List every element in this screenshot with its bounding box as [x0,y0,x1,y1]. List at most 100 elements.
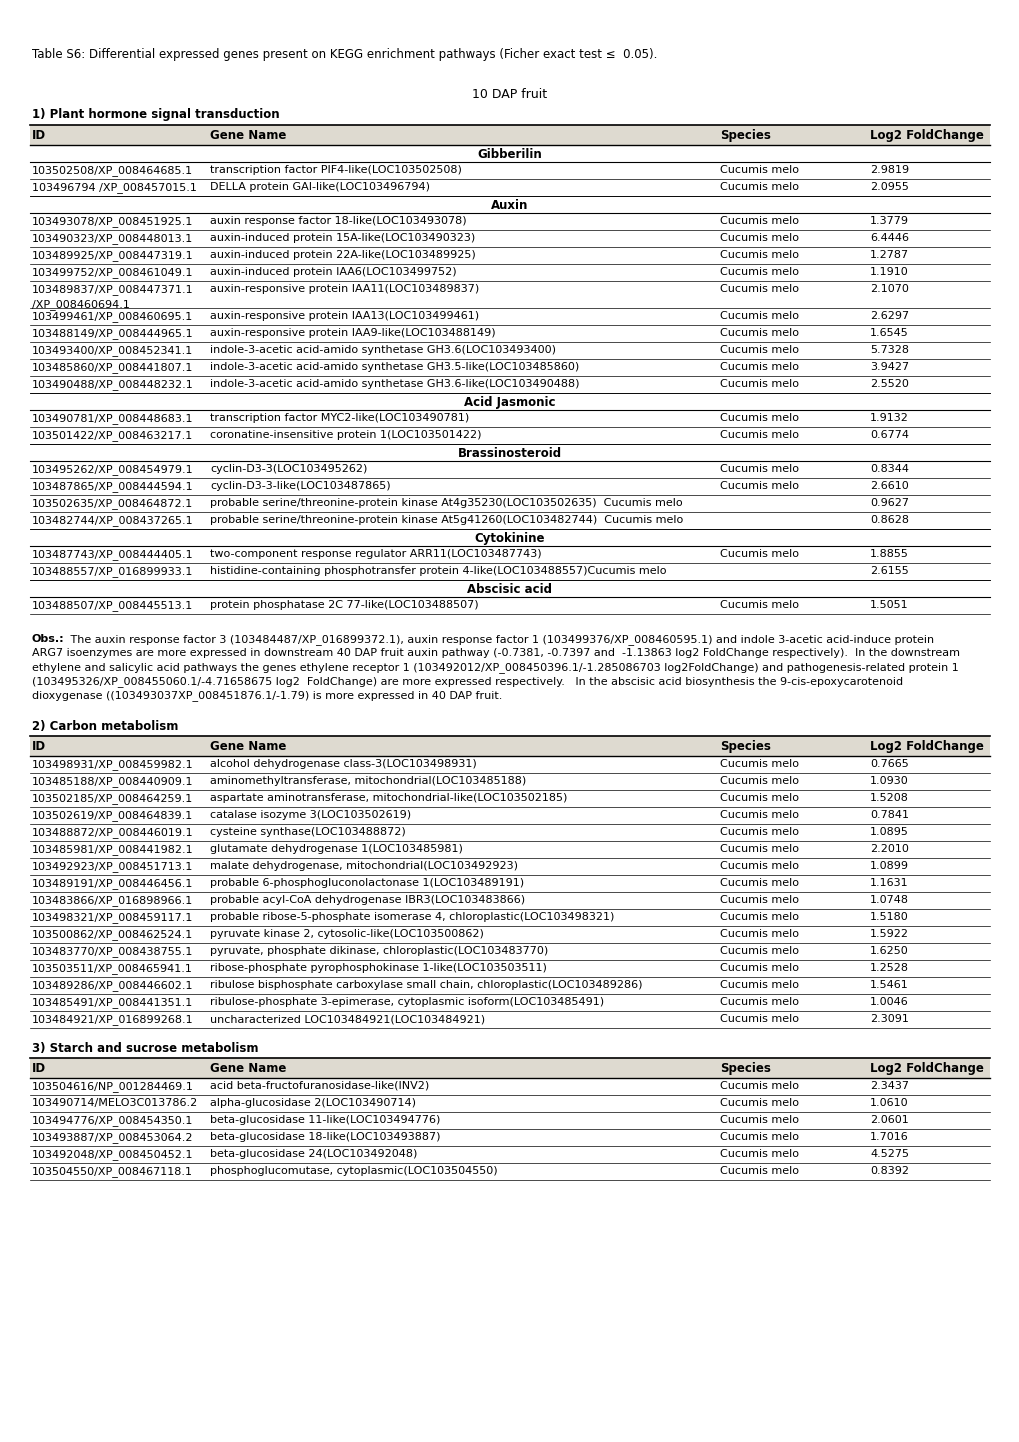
Text: Cucumis melo: Cucumis melo [719,1082,798,1092]
Text: Cytokinine: Cytokinine [474,532,545,545]
Text: cyclin-D3-3-like(LOC103487865): cyclin-D3-3-like(LOC103487865) [210,482,390,490]
Text: 1.5208: 1.5208 [869,793,908,803]
Text: 103488507/XP_008445513.1: 103488507/XP_008445513.1 [32,600,193,611]
Text: 103493400/XP_008452341.1: 103493400/XP_008452341.1 [32,345,193,356]
Text: 103490714/MELO3C013786.2: 103490714/MELO3C013786.2 [32,1097,198,1107]
Text: probable ribose-5-phosphate isomerase 4, chloroplastic(LOC103498321): probable ribose-5-phosphate isomerase 4,… [210,911,613,921]
Text: Cucumis melo: Cucumis melo [719,412,798,423]
Text: Cucumis melo: Cucumis melo [719,963,798,973]
Text: 2.6610: 2.6610 [869,482,908,490]
Text: Cucumis melo: Cucumis melo [719,430,798,440]
Text: auxin-induced protein 15A-like(LOC103490323): auxin-induced protein 15A-like(LOC103490… [210,234,475,244]
Text: 103485188/XP_008440909.1: 103485188/XP_008440909.1 [32,776,194,787]
Text: Log2 FoldChange: Log2 FoldChange [869,128,983,141]
Text: Acid Jasmonic: Acid Jasmonic [464,397,555,410]
Text: Cucumis melo: Cucumis melo [719,929,798,939]
Text: 103502185/XP_008464259.1: 103502185/XP_008464259.1 [32,793,193,803]
Text: 103483770/XP_008438755.1: 103483770/XP_008438755.1 [32,946,194,957]
Text: 1.2528: 1.2528 [869,963,908,973]
Text: Cucumis melo: Cucumis melo [719,1167,798,1177]
Text: auxin response factor 18-like(LOC103493078): auxin response factor 18-like(LOC1034930… [210,216,466,226]
Text: cysteine synthase(LOC103488872): cysteine synthase(LOC103488872) [210,828,406,836]
Text: beta-glucosidase 24(LOC103492048): beta-glucosidase 24(LOC103492048) [210,1149,417,1159]
Text: 103484921/XP_016899268.1: 103484921/XP_016899268.1 [32,1014,194,1025]
Text: acid beta-fructofuranosidase-like(INV2): acid beta-fructofuranosidase-like(INV2) [210,1082,429,1092]
Text: 103501422/XP_008463217.1: 103501422/XP_008463217.1 [32,430,193,441]
Text: 1.0899: 1.0899 [869,861,908,871]
Text: Gene Name: Gene Name [210,740,286,753]
Text: 103485981/XP_008441982.1: 103485981/XP_008441982.1 [32,844,194,855]
Text: catalase isozyme 3(LOC103502619): catalase isozyme 3(LOC103502619) [210,810,411,820]
Text: ID: ID [32,1061,46,1074]
Text: 1.0610: 1.0610 [869,1097,908,1107]
Text: Cucumis melo: Cucumis melo [719,482,798,490]
Text: Cucumis melo: Cucumis melo [719,911,798,921]
Text: Species: Species [719,128,770,141]
Text: 103500862/XP_008462524.1: 103500862/XP_008462524.1 [32,929,193,940]
Text: 0.8628: 0.8628 [869,515,908,525]
Text: Cucumis melo: Cucumis melo [719,216,798,226]
Text: probable serine/threonine-protein kinase At5g41260(LOC103482744)  Cucumis melo: probable serine/threonine-protein kinase… [210,515,683,525]
Text: 2.2010: 2.2010 [869,844,908,854]
Text: 2.6297: 2.6297 [869,311,908,322]
Text: indole-3-acetic acid-amido synthetase GH3.6(LOC103493400): indole-3-acetic acid-amido synthetase GH… [210,345,555,355]
Text: Cucumis melo: Cucumis melo [719,1014,798,1024]
Text: 103502635/XP_008464872.1: 103502635/XP_008464872.1 [32,497,193,509]
Text: 103489286/XP_008446602.1: 103489286/XP_008446602.1 [32,981,194,991]
Text: Table S6: Differential expressed genes present on KEGG enrichment pathways (Fich: Table S6: Differential expressed genes p… [32,48,656,61]
Text: Cucumis melo: Cucumis melo [719,895,798,906]
Text: Cucumis melo: Cucumis melo [719,844,798,854]
Text: 1.5180: 1.5180 [869,911,908,921]
Text: Cucumis melo: Cucumis melo [719,810,798,820]
Text: 103502508/XP_008464685.1: 103502508/XP_008464685.1 [32,164,193,176]
Text: ID: ID [32,740,46,753]
Text: ID: ID [32,128,46,141]
Text: Cucumis melo: Cucumis melo [719,946,798,956]
Text: Cucumis melo: Cucumis melo [719,327,798,337]
Text: aminomethyltransferase, mitochondrial(LOC103485188): aminomethyltransferase, mitochondrial(LO… [210,776,526,786]
Text: 2.0601: 2.0601 [869,1115,908,1125]
Text: 1.2787: 1.2787 [869,249,908,260]
Text: glutamate dehydrogenase 1(LOC103485981): glutamate dehydrogenase 1(LOC103485981) [210,844,463,854]
Text: Obs.:: Obs.: [32,634,64,645]
Text: 0.7665: 0.7665 [869,758,908,769]
Text: Cucumis melo: Cucumis melo [719,600,798,610]
Text: Cucumis melo: Cucumis melo [719,284,798,294]
Text: 2.6155: 2.6155 [869,567,908,575]
Text: 103489191/XP_008446456.1: 103489191/XP_008446456.1 [32,878,194,888]
Text: auxin-induced protein IAA6(LOC103499752): auxin-induced protein IAA6(LOC103499752) [210,267,457,277]
Text: 0.8344: 0.8344 [869,464,908,474]
Text: 103490488/XP_008448232.1: 103490488/XP_008448232.1 [32,379,194,389]
Text: protein phosphatase 2C 77-like(LOC103488507): protein phosphatase 2C 77-like(LOC103488… [210,600,478,610]
Text: 0.7841: 0.7841 [869,810,908,820]
Text: ribulose-phosphate 3-epimerase, cytoplasmic isoform(LOC103485491): ribulose-phosphate 3-epimerase, cytoplas… [210,996,603,1007]
Text: 1.3779: 1.3779 [869,216,908,226]
Text: Cucumis melo: Cucumis melo [719,996,798,1007]
Text: Cucumis melo: Cucumis melo [719,878,798,888]
Text: 2.0955: 2.0955 [869,182,908,192]
Text: Cucumis melo: Cucumis melo [719,234,798,244]
Text: alcohol dehydrogenase class-3(LOC103498931): alcohol dehydrogenase class-3(LOC1034989… [210,758,476,769]
Text: 1.1910: 1.1910 [869,267,908,277]
Text: 0.8392: 0.8392 [869,1167,908,1177]
Text: 103498321/XP_008459117.1: 103498321/XP_008459117.1 [32,911,194,923]
Text: coronatine-insensitive protein 1(LOC103501422): coronatine-insensitive protein 1(LOC1035… [210,430,481,440]
Text: 1.5051: 1.5051 [869,600,908,610]
Text: 0.6774: 0.6774 [869,430,908,440]
Text: 1.0895: 1.0895 [869,828,908,836]
Text: 1.0930: 1.0930 [869,776,908,786]
Text: 103490323/XP_008448013.1: 103490323/XP_008448013.1 [32,234,193,244]
Text: 103502619/XP_008464839.1: 103502619/XP_008464839.1 [32,810,193,820]
Text: Cucumis melo: Cucumis melo [719,549,798,559]
Text: Cucumis melo: Cucumis melo [719,182,798,192]
Text: 103487743/XP_008444405.1: 103487743/XP_008444405.1 [32,549,194,559]
Text: auxin-induced protein 22A-like(LOC103489925): auxin-induced protein 22A-like(LOC103489… [210,249,475,260]
Text: indole-3-acetic acid-amido synthetase GH3.5-like(LOC103485860): indole-3-acetic acid-amido synthetase GH… [210,362,579,372]
Text: /XP_008460694.1: /XP_008460694.1 [32,298,129,310]
Text: Cucumis melo: Cucumis melo [719,828,798,836]
Text: Log2 FoldChange: Log2 FoldChange [869,1061,983,1074]
Text: 1.6545: 1.6545 [869,327,908,337]
Text: Cucumis melo: Cucumis melo [719,464,798,474]
Text: 6.4446: 6.4446 [869,234,908,244]
Text: auxin-responsive protein IAA9-like(LOC103488149): auxin-responsive protein IAA9-like(LOC10… [210,327,495,337]
